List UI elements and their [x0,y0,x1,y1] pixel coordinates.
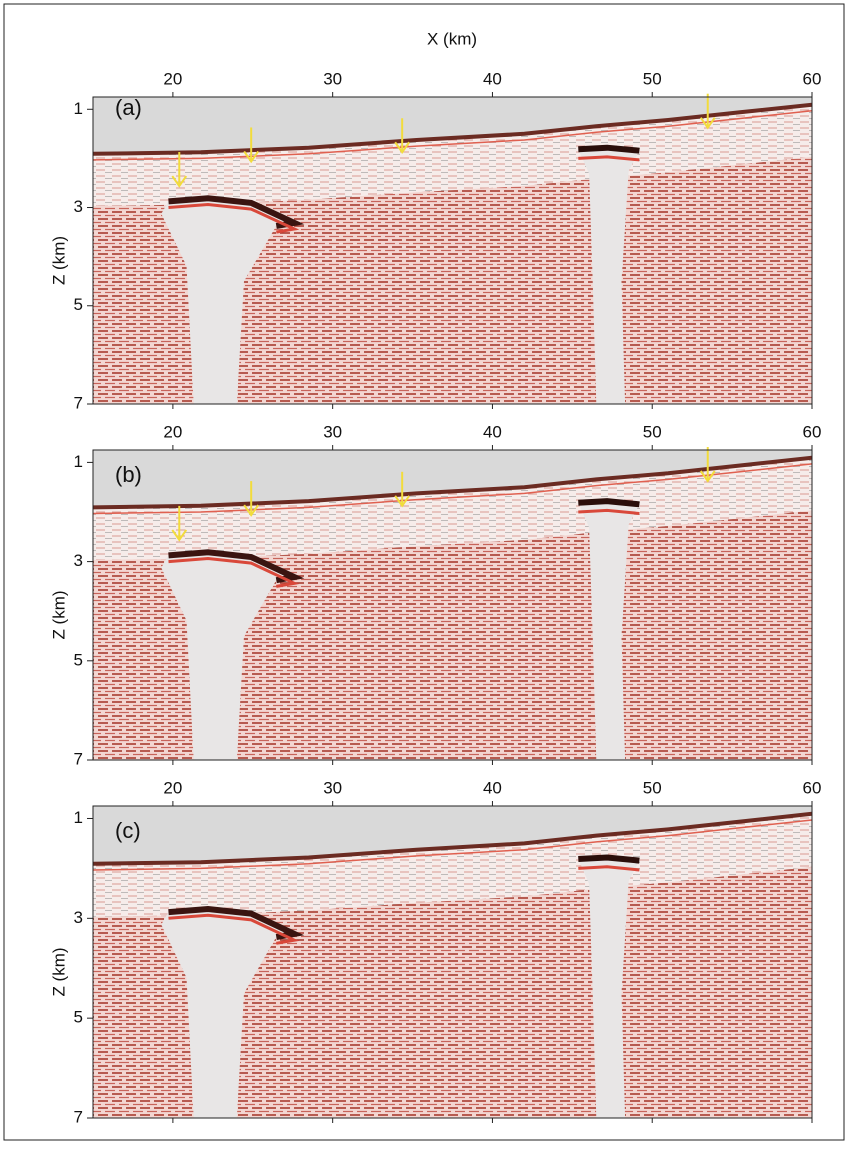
arrow-head [699,470,716,483]
salt-top [578,144,640,154]
arrow-head [171,529,188,542]
salt-top [168,905,305,940]
page-border [3,3,845,1141]
salt-body [578,857,640,1118]
x-tick-label: 30 [323,778,342,797]
seafloor [93,102,812,156]
plot-frame [92,96,813,405]
x-tick-label: 60 [803,422,822,441]
x-tick-label: 30 [323,422,342,441]
y-tick-label: 1 [74,99,83,118]
salt-body [161,909,295,1118]
salt-top-red [578,155,640,162]
x-tick-label: 60 [803,778,822,797]
x-tick-label: 40 [483,778,502,797]
salt-top-red [168,202,300,234]
x-tick-label: 30 [323,69,342,88]
y-tick-label: 5 [74,650,83,669]
salt-top-red [168,556,300,588]
y-axis-label: Z (km) [49,590,68,639]
x-tick-label: 50 [643,422,662,441]
salt-body [161,552,295,760]
arrow-head [394,141,410,155]
y-tick-label: 1 [74,452,83,471]
panel: (a) 1 3 5 7 Z (km) 20 30 40 50 60 [49,69,821,412]
plot-frame [92,805,813,1119]
arrow-head [243,504,259,517]
panel: (c) 1 3 5 7 Z (km) 20 30 40 50 60 [49,778,821,1126]
x-tick-label: 60 [803,69,822,88]
y-tick-label: 7 [74,749,83,768]
x-tick-label: 50 [643,778,662,797]
seafloor-red [93,110,812,161]
salt-top [168,195,305,229]
salt-top [578,498,640,508]
y-tick-label: 3 [74,197,83,216]
y-tick-label: 7 [74,393,83,412]
salt-top [168,549,305,584]
salt-top [578,854,640,864]
arrow-head [243,150,259,164]
y-tick-label: 1 [74,808,83,827]
y-tick-label: 5 [74,295,83,314]
x-tick-label: 20 [163,778,182,797]
seafloor [93,455,812,510]
y-tick-label: 3 [74,551,83,570]
salt-top-red [578,865,640,872]
seismic-image [93,97,812,404]
seismic-image [93,806,812,1118]
x-tick-label: 40 [483,69,502,88]
salt-top-red [578,508,640,515]
plot-frame [92,449,813,761]
panel-label: (c) [115,818,141,843]
y-tick-label: 7 [74,1107,83,1126]
seafloor-red [93,463,812,515]
salt-body [578,147,640,404]
x-tick-label: 40 [483,422,502,441]
seismic-image [93,450,812,760]
arrow-head [699,117,716,130]
arrow-head [171,175,188,188]
salt-body [161,198,295,404]
salt-body [578,501,640,760]
y-tick-label: 5 [74,1008,83,1027]
x-tick-label: 20 [163,422,182,441]
panel-label: (b) [115,462,142,487]
panel: (b) 1 3 5 7 Z (km) 20 30 40 50 60 [49,422,821,768]
seafloor [93,811,812,866]
x-axis-label: X (km) [427,29,477,48]
arrow-head [394,495,410,508]
x-tick-label: 50 [643,69,662,88]
y-tick-label: 3 [74,908,83,927]
y-axis-label: Z (km) [49,236,68,285]
salt-top-red [168,913,300,945]
x-tick-label: 20 [163,69,182,88]
seafloor-red [93,819,812,871]
y-axis-label: Z (km) [49,947,68,996]
panel-label: (a) [115,95,142,120]
